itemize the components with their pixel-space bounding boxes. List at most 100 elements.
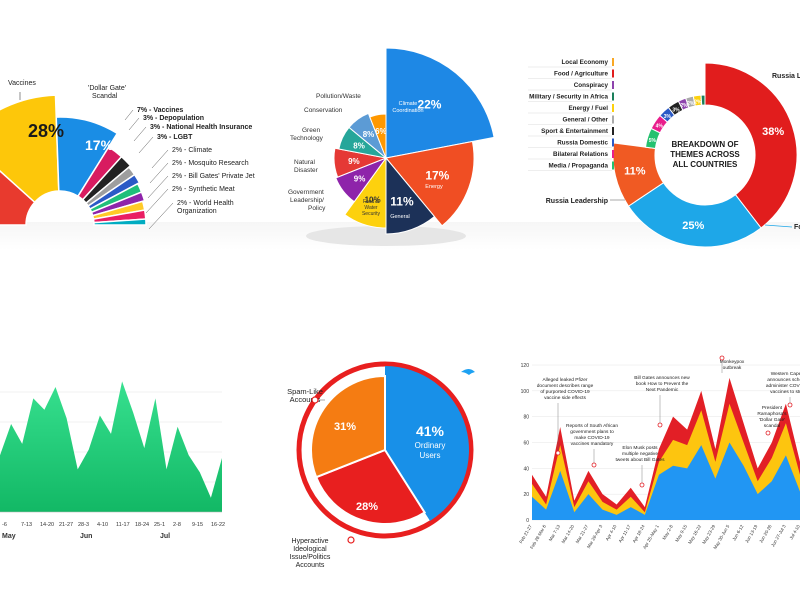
theme-value-0: 38% [762, 126, 784, 138]
timeline-annotation-3-2: Next Pandemic [646, 387, 679, 393]
timeline-annotation-6-1: announces schoo [767, 377, 800, 383]
rose-sub-2: General [390, 214, 410, 220]
rose-value-0: 22% [417, 97, 441, 111]
timeline-annotation-dot-4 [719, 355, 725, 361]
rose-sub-1: Energy [425, 184, 443, 190]
area-xtick-6: 11-17 [116, 522, 130, 528]
timeline-annotation-4-1: outbreak [723, 365, 742, 371]
timeline-annotation-0-0: Alleged leaked Pfizer [542, 377, 587, 383]
rose-value-7: 8% [363, 130, 375, 139]
themes-breakdown-chart: 38% 25% 11% 5% 4% 3% 3% 2% 2% 2% BREAKDOWN OF THEME… [520, 40, 800, 255]
theme-label-russia-right: Russia Leadership [772, 73, 800, 80]
theme-legend-5: General / Other [563, 117, 609, 124]
rose-outer-label-6: Government [288, 189, 324, 196]
accounts-label-hyper-1: Ideological [293, 546, 327, 553]
rose-slice-3 [344, 156, 387, 229]
accounts-label-ordinary-0: Ordinary [415, 441, 446, 450]
theme-legend-2: Conspiracy [574, 82, 609, 89]
theme-legend-swatch-6 [612, 127, 614, 135]
theme-value-6: 3% [672, 107, 680, 113]
timeline-annotation-0-2: of purported COVID-19 [540, 389, 590, 395]
theme-legend-swatch-9 [612, 161, 614, 170]
fan-leader-1 [128, 117, 140, 131]
fan-list-label-3: 3% - LGBT [157, 134, 193, 141]
fan-leader-5 [149, 162, 169, 184]
climate-rose-svg: 22%17%11%10%9%9%8%8% 6%Pollution/WasteCon… [288, 47, 495, 246]
fan-slice-11 [93, 218, 147, 226]
timeline-annotation-5-2: 'Dollar Gate' [759, 417, 785, 423]
theme-legend-swatch-7 [612, 138, 614, 147]
rose-value-5: 9% [348, 157, 360, 166]
timeline-ytick-6: 120 [521, 363, 530, 369]
theme-legend-swatch-2 [612, 81, 614, 89]
fan-list-label-0: 7% - Vaccines [137, 107, 183, 114]
rose-slice-1 [385, 140, 475, 227]
theme-fan-chart: 28% 17% Vaccines 'Dollar Gate' Scandal 7% - V… [0, 0, 260, 255]
rose-outer-label-7: Leadership/ [290, 197, 324, 204]
theme-legend-swatch-5 [612, 115, 614, 124]
rose-slice-8 [369, 113, 387, 159]
accounts-label-ordinary-1: Users [420, 451, 441, 460]
weekly-area-svg: -6 7-13 14-20 21-27 28-3 4-10 11-17 18-24 25-1 2-… [0, 381, 225, 540]
theme-legend-3: Military / Security in Africa [529, 94, 608, 101]
theme-value-5: 3% [664, 114, 672, 120]
timeline-annotation-dot-0 [555, 450, 561, 456]
timeline-annotation-2-1: multiple negative [622, 451, 658, 457]
area-xtick-11: 16-22 [211, 522, 225, 528]
theme-legend-swatch-4 [612, 104, 614, 112]
theme-legend-swatch-1 [612, 69, 614, 78]
twitter-accounts-svg: 41%OrdinaryUsers28%31%Spam-LikeAccountsH… [287, 361, 475, 569]
accounts-label-hyper-3: Accounts [296, 562, 325, 569]
timeline-xtick-2: Mar 7-13 [548, 524, 562, 543]
area-xtick-4: 28-3 [78, 522, 89, 528]
rose-slice-5 [333, 147, 388, 178]
area-xtick-3: 21-27 [59, 522, 73, 528]
timeline-annotation-1-2: make COVID-19 [574, 435, 610, 441]
theme-value-1: 25% [682, 220, 704, 232]
timeline-xtick-8: Apr 18-24 [631, 524, 645, 544]
accounts-label-hyper-2: Issue/Politics [290, 554, 331, 561]
theme-legend-4: Energy / Fuel [568, 105, 608, 112]
rose-sub-0: Climate [399, 101, 418, 107]
timeline-annotation-6-2: administer COVID- [766, 383, 800, 389]
theme-slice-1 [627, 182, 762, 248]
area-month-2: Jul [160, 533, 170, 540]
timeline-annotation-4-0: Monkeypox [720, 359, 745, 365]
rose-sub-0b: Coordination [392, 108, 423, 114]
timeline-xtick-16: Jun 13-19 [744, 524, 759, 544]
timeline-xtick-6: Apr 4-10 [605, 524, 618, 542]
theme-center-0: BREAKDOWN OF [671, 140, 738, 149]
timeline-annotation-1-1: government plans to [570, 429, 614, 435]
timeline-xtick-17: Jun 20-26 [758, 524, 773, 544]
rose-outer-label-3: Technology [290, 135, 324, 142]
timeline-xtick-11: May 9-15 [674, 524, 688, 543]
fan-leader-7 [145, 188, 169, 214]
rose-value-3: 10% [365, 195, 381, 204]
timeline-series-2 [532, 442, 800, 520]
fan-label-dollar-gate-1: 'Dollar Gate' [88, 85, 126, 92]
timeline-xtick-15: Jun 6-12 [731, 524, 744, 542]
rose-outer-label-4: Natural [294, 159, 316, 166]
timeline-annotation-2-2: tweets about Bill Gates [615, 457, 665, 463]
accounts-value-ordinary: 41% [416, 423, 445, 439]
theme-value-3: 5% [649, 138, 657, 144]
theme-fan-svg: 28% 17% Vaccines 'Dollar Gate'Scandal 7% - V… [0, 80, 255, 230]
accounts-label-spam-2: Accounts [290, 395, 321, 404]
accounts-value-hyper: 28% [356, 501, 378, 513]
timeline-ytick-0: 0 [526, 518, 529, 524]
accounts-slice-hyper [314, 448, 427, 525]
rose-slice-2 [385, 156, 436, 235]
rose-sub-3: Food & [363, 199, 380, 205]
rose-slice-4 [335, 156, 388, 203]
area-xtick-9: 2-8 [173, 522, 181, 528]
rose-value-1: 17% [425, 168, 449, 182]
accounts-value-spam: 31% [334, 421, 356, 433]
theme-leader-fo [764, 224, 793, 228]
accounts-label-hyper-0: Hyperactive [292, 538, 329, 545]
timeline-xtick-3: Mar 14-20 [561, 524, 576, 545]
timeline-annotation-1-3: vaccines mandatory [571, 441, 614, 447]
twitter-bird-icon [461, 369, 475, 375]
fan-value-28: 28% [28, 121, 64, 141]
rose-sub-3b: Water [364, 205, 377, 211]
